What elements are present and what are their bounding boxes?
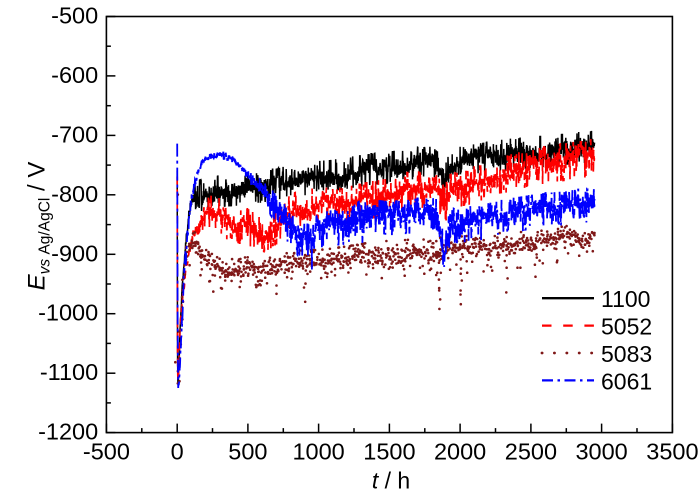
svg-text:-600: -600 [51,62,98,88]
svg-text:-1200: -1200 [38,419,98,445]
svg-text:Evs Ag/AgCl / V: Evs Ag/AgCl / V [24,162,54,291]
svg-text:500: 500 [228,439,267,465]
svg-text:-500: -500 [83,439,130,465]
svg-text:3000: 3000 [575,439,627,465]
svg-text:5083: 5083 [601,341,652,367]
svg-text:-700: -700 [51,121,98,147]
svg-text:-500: -500 [51,3,98,29]
svg-text:1000: 1000 [292,439,344,465]
svg-text:2500: 2500 [505,439,557,465]
svg-text:5052: 5052 [601,314,652,340]
svg-text:2000: 2000 [434,439,486,465]
svg-text:-1100: -1100 [40,359,98,385]
svg-text:-1000: -1000 [38,300,98,326]
svg-text:3500: 3500 [646,439,698,465]
svg-text:6061: 6061 [601,368,652,394]
svg-text:-800: -800 [51,181,98,207]
svg-text:1500: 1500 [363,439,415,465]
svg-text:1100: 1100 [601,286,650,312]
svg-text:0: 0 [171,439,184,465]
svg-text:-900: -900 [51,240,98,266]
svg-text:t / h: t / h [372,468,410,494]
